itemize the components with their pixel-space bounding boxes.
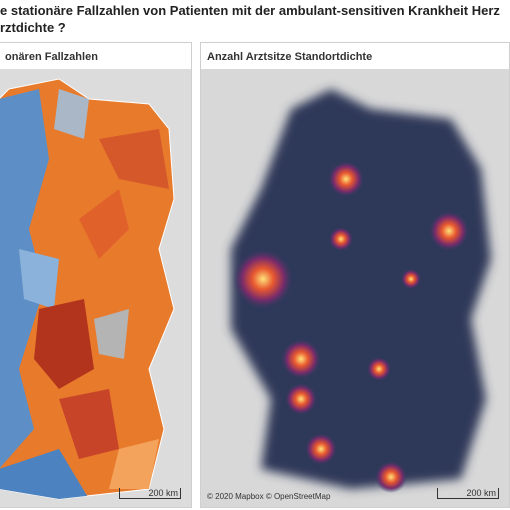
choropleth-map <box>0 69 191 507</box>
scale-bar: 200 km <box>437 488 499 499</box>
dashboard-title: e stationäre Fallzahlen von Patienten mi… <box>0 2 510 36</box>
map-panel: onären Fallzahlen 200 km <box>0 42 192 508</box>
panel-title: Anzahl Arztsitze Standortdichte <box>207 51 373 63</box>
title-line: e stationäre Fallzahlen von Patienten mi… <box>0 3 500 18</box>
title-line: rztdichte ? <box>0 20 66 35</box>
heat-spots <box>233 161 469 493</box>
heat-map <box>201 69 509 507</box>
panel-title: onären Fallzahlen <box>5 51 98 63</box>
map-panel: Anzahl Arztsitze Standortdichte © 2020 M… <box>200 42 510 508</box>
map-attribution: © 2020 Mapbox © OpenStreetMap <box>207 492 331 501</box>
scale-bar: 200 km <box>119 488 181 499</box>
